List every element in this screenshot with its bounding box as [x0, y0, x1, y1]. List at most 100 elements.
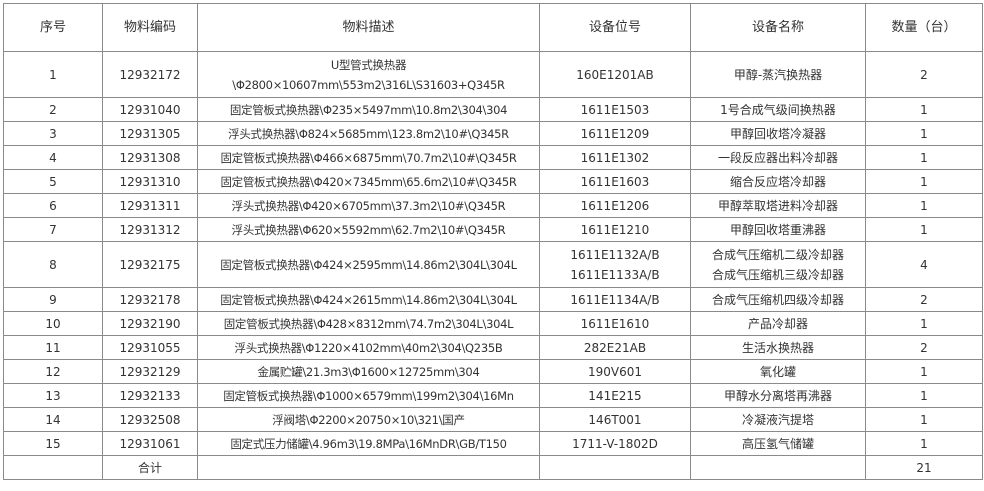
cell-name-line: 甲醇萃取塔进料冷却器	[717, 198, 838, 213]
table-row: 11 12931055 浮头式换热器\Φ1220×4102mm\40m2\304\Q…	[3, 335, 983, 360]
cell-name: 生活水换热器	[690, 335, 866, 360]
cell-desc: 浮头式换热器\Φ824×5685mm\123.8m2\10#\Q345R	[197, 121, 540, 146]
cell-tag-line: 141E215	[588, 388, 642, 403]
cell-desc-line: 固定管板式换热器\Φ424×2615mm\14.86m2\304L\304L	[220, 292, 517, 307]
cell-code: 12932133	[102, 383, 198, 408]
table-row: 7 12931312 浮头式换热器\Φ620×5592mm\62.7m2\10#\Q…	[3, 217, 983, 242]
cell-name-line: 一段反应器出料冷却器	[717, 150, 838, 165]
table-row: 15 12931061 固定式压力储罐\4.96m3\19.8MPa\16MnDR\…	[3, 431, 983, 456]
cell-code: 12932129	[102, 359, 198, 384]
table-row: 4 12931308 固定管板式换热器\Φ466×6875mm\70.7m2\10#…	[3, 145, 983, 170]
header-row: 序号 物料编码 物料描述 设备位号 设备名称 数量（台）	[3, 3, 983, 52]
header-desc: 物料描述	[197, 3, 540, 52]
cell-tag-line: 1611E1206	[580, 198, 650, 213]
cell-no: 14	[3, 407, 103, 432]
cell-no: 6	[3, 193, 103, 218]
cell-name-line: 甲醇-蒸汽换热器	[733, 67, 823, 82]
cell-qty: 2	[865, 51, 983, 98]
header-code: 物料编码	[102, 3, 198, 52]
cell-desc: 固定管板式换热器\Φ235×5497mm\10.8m2\304\304	[197, 97, 540, 122]
cell-tag: 1611E1610	[539, 311, 691, 336]
table-body: 1 12932172 U型管式换热器 \Φ2800×10607mm\553m2\316…	[3, 51, 983, 456]
cell-tag: 1611E1210	[539, 217, 691, 242]
cell-qty: 1	[865, 383, 983, 408]
cell-code: 12931308	[102, 145, 198, 170]
cell-name-line: 合成气压缩机四级冷却器	[711, 292, 844, 307]
table-row: 12 12932129 金属贮罐\21.3m3\Φ1600×12725mm\304 1…	[3, 359, 983, 384]
cell-desc: 固定管板式换热器\Φ428×8312mm\74.7m2\304L\304L	[197, 311, 540, 336]
cell-desc: 固定管板式换热器\Φ420×7345mm\65.6m2\10#\Q345R	[197, 169, 540, 194]
cell-tag-line: 1611E1610	[580, 316, 650, 331]
cell-desc: 固定式压力储罐\4.96m3\19.8MPa\16MnDR\GB/T150	[197, 431, 540, 456]
cell-name-line: 合成气压缩机二级冷却器	[711, 247, 844, 262]
cell-code: 12932190	[102, 311, 198, 336]
cell-tag-line: 1611E1134A/B	[570, 292, 660, 307]
cell-desc: 固定管板式换热器\Φ424×2595mm\14.86m2\304L\304L	[197, 241, 540, 288]
cell-qty: 1	[865, 407, 983, 432]
cell-tag: 1611E1209	[539, 121, 691, 146]
cell-name-line: 1号合成气级间换热器	[720, 102, 836, 117]
table-row: 10 12932190 固定管板式换热器\Φ428×8312mm\74.7m2\30…	[3, 311, 983, 336]
cell-qty: 2	[865, 287, 983, 312]
cell-name-line: 缩合反应塔冷却器	[729, 174, 826, 189]
cell-no: 1	[3, 51, 103, 98]
cell-name-line: 氧化罐	[759, 364, 796, 379]
cell-tag-line: 1611E1302	[580, 150, 650, 165]
cell-desc-line: 浮头式换热器\Φ1220×4102mm\40m2\304\Q235B	[234, 340, 503, 355]
cell-desc: 固定管板式换热器\Φ424×2615mm\14.86m2\304L\304L	[197, 287, 540, 312]
table-row: 9 12932178 固定管板式换热器\Φ424×2615mm\14.86m2\30…	[3, 287, 983, 312]
cell-desc-line: 固定管板式换热器\Φ235×5497mm\10.8m2\304\304	[229, 102, 508, 117]
cell-desc: U型管式换热器 \Φ2800×10607mm\553m2\316L\S31603+…	[197, 51, 540, 98]
cell-tag: 146T001	[539, 407, 691, 432]
cell-tag: 141E215	[539, 383, 691, 408]
cell-desc: 固定管板式换热器\Φ1000×6579mm\199m2\304\16Mn	[197, 383, 540, 408]
cell-qty: 1	[865, 193, 983, 218]
cell-desc: 浮头式换热器\Φ620×5592mm\62.7m2\10#\Q345R	[197, 217, 540, 242]
table-row: 1 12932172 U型管式换热器 \Φ2800×10607mm\553m2\316…	[3, 51, 983, 98]
cell-code: 12931061	[102, 431, 198, 456]
table-row: 8 12932175 固定管板式换热器\Φ424×2595mm\14.86m2\30…	[3, 241, 983, 288]
table-row: 6 12931311 浮头式换热器\Φ420×6705mm\37.3m2\10#\Q…	[3, 193, 983, 218]
cell-desc-line: 固定管板式换热器\Φ424×2595mm\14.86m2\304L\304L	[220, 257, 517, 272]
cell-tag-line: 146T001	[588, 412, 642, 427]
cell-code: 12931310	[102, 169, 198, 194]
cell-tag-line: 1611E1132A/B	[570, 247, 660, 262]
cell-desc-line: 浮头式换热器\Φ824×5685mm\123.8m2\10#\Q345R	[228, 126, 509, 141]
cell-tag-line: 1611E1133A/B	[570, 267, 660, 282]
cell-tag: 1611E1134A/B	[539, 287, 691, 312]
cell-name: 甲醇回收塔重沸器	[690, 217, 866, 242]
cell-tag: 1611E1603	[539, 169, 691, 194]
cell-name: 1号合成气级间换热器	[690, 97, 866, 122]
cell-name: 甲醇-蒸汽换热器	[690, 51, 866, 98]
total-empty	[3, 455, 103, 480]
cell-name-line: 高压氢气储罐	[741, 436, 814, 451]
cell-qty: 1	[865, 431, 983, 456]
cell-tag-line: 1611E1210	[580, 222, 650, 237]
cell-code: 12931305	[102, 121, 198, 146]
table-row: 2 12931040 固定管板式换热器\Φ235×5497mm\10.8m2\304…	[3, 97, 983, 122]
cell-tag: 160E1201AB	[539, 51, 691, 98]
cell-qty: 1	[865, 121, 983, 146]
cell-name: 高压氢气储罐	[690, 431, 866, 456]
cell-tag-line: 1611E1209	[580, 126, 650, 141]
cell-desc: 固定管板式换热器\Φ466×6875mm\70.7m2\10#\Q345R	[197, 145, 540, 170]
cell-name: 合成气压缩机二级冷却器 合成气压缩机三级冷却器	[690, 241, 866, 288]
table-row: 14 12932508 浮阀塔\Φ2200×20750×10\321\国产 146T0…	[3, 407, 983, 432]
cell-qty: 1	[865, 217, 983, 242]
cell-no: 11	[3, 335, 103, 360]
cell-desc-line: U型管式换热器	[330, 57, 407, 72]
cell-qty: 1	[865, 359, 983, 384]
total-qty: 21	[865, 455, 983, 480]
cell-code: 12932178	[102, 287, 198, 312]
cell-no: 7	[3, 217, 103, 242]
cell-qty: 2	[865, 335, 983, 360]
cell-tag: 1611E1206	[539, 193, 691, 218]
cell-name: 甲醇回收塔冷凝器	[690, 121, 866, 146]
equipment-table: 序号 物料编码 物料描述 设备位号 设备名称 数量（台） 1 12932172 U型…	[3, 3, 983, 480]
cell-name: 产品冷却器	[690, 311, 866, 336]
cell-tag-line: 1711-V-1802D	[572, 436, 658, 451]
cell-tag-line: 1611E1503	[580, 102, 650, 117]
cell-name: 甲醇水分离塔再沸器	[690, 383, 866, 408]
cell-no: 9	[3, 287, 103, 312]
cell-code: 12931312	[102, 217, 198, 242]
